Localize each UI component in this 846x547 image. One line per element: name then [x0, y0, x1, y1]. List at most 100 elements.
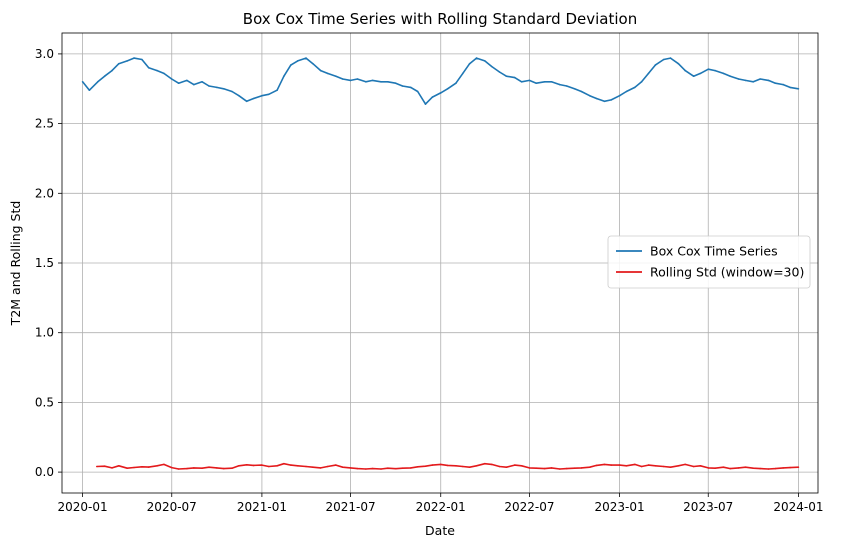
data-point [565, 467, 568, 470]
data-point [103, 75, 106, 77]
data-point [565, 85, 568, 87]
data-point [371, 467, 374, 470]
y-tick-label: 1.5 [35, 256, 54, 270]
data-point [216, 86, 218, 89]
data-point [335, 464, 337, 466]
data-point [193, 83, 195, 86]
data-point [490, 65, 493, 68]
data-point [782, 83, 784, 86]
data-point [238, 465, 240, 467]
data-point [380, 81, 382, 83]
data-point [268, 465, 270, 468]
data-point [431, 96, 434, 98]
data-point [177, 82, 180, 84]
data-point [335, 75, 337, 77]
data-point [462, 465, 464, 468]
data-point [625, 465, 628, 467]
data-point [133, 57, 135, 59]
data-point [573, 467, 576, 470]
data-point [722, 72, 725, 75]
data-point [669, 57, 672, 59]
data-point [603, 100, 606, 103]
data-point [484, 60, 486, 62]
data-point [103, 465, 106, 468]
y-tick-label: 2.5 [35, 117, 54, 131]
chart-title: Box Cox Time Series with Rolling Standar… [243, 10, 637, 28]
data-point [640, 465, 643, 468]
x-tick-label: 2020-07 [147, 500, 197, 514]
x-tick-label: 2022-07 [504, 500, 554, 514]
data-point [588, 94, 591, 97]
data-point [193, 467, 195, 469]
y-tick-label: 3.0 [35, 47, 54, 61]
data-point [201, 81, 203, 83]
data-point [610, 464, 612, 466]
data-point [216, 467, 218, 469]
data-point [319, 69, 322, 72]
y-tick-label: 1.0 [35, 326, 54, 340]
data-point [261, 94, 263, 97]
data-point [111, 467, 113, 469]
data-point [550, 81, 553, 83]
data-point [535, 467, 538, 470]
data-point [290, 64, 292, 66]
data-point [283, 75, 285, 77]
data-point [416, 90, 419, 93]
data-point [603, 463, 606, 466]
data-point [744, 466, 747, 469]
data-point [201, 467, 203, 470]
data-point [186, 79, 188, 82]
data-point [356, 78, 359, 80]
data-point [654, 64, 657, 66]
data-point [692, 75, 695, 77]
data-point [245, 100, 248, 103]
data-point [707, 68, 710, 70]
data-point [714, 467, 716, 470]
data-point [468, 62, 471, 65]
series-layer [81, 57, 800, 470]
data-point [505, 466, 508, 469]
data-point [677, 465, 680, 467]
data-point [618, 464, 621, 466]
data-point [126, 467, 128, 470]
data-point [231, 90, 233, 93]
data-point [276, 465, 278, 467]
data-point [341, 466, 344, 469]
data-point [118, 62, 120, 65]
data-point [782, 467, 784, 469]
data-point [186, 467, 188, 470]
data-point [305, 57, 307, 59]
data-point [147, 466, 150, 468]
x-axis: 2020-01 2020-07 2021-01 2021-07 2022-01 2022-… [58, 493, 823, 514]
data-point [365, 81, 367, 83]
data-point [416, 466, 419, 468]
data-point [97, 81, 99, 83]
data-point [81, 81, 84, 83]
data-point [133, 466, 135, 469]
data-point [245, 464, 248, 466]
data-point [647, 464, 650, 466]
data-point [401, 85, 404, 87]
data-point [387, 81, 389, 83]
data-point [559, 468, 561, 470]
data-point [669, 466, 672, 469]
data-point [498, 71, 501, 73]
data-point [290, 464, 292, 466]
data-point [789, 466, 791, 469]
data-point [684, 463, 686, 466]
data-point [475, 465, 478, 467]
data-point [744, 79, 747, 82]
y-tick-label: 2.0 [35, 186, 54, 200]
data-point [177, 468, 180, 470]
data-point [797, 466, 800, 469]
data-point [737, 467, 740, 469]
data-point [654, 465, 657, 467]
x-tick-label: 2022-01 [416, 500, 466, 514]
data-point [283, 462, 285, 465]
data-point [380, 468, 382, 470]
data-point [535, 82, 538, 84]
x-tick-label: 2021-07 [326, 500, 376, 514]
data-point [326, 72, 329, 75]
data-point [513, 464, 516, 466]
data-point [662, 58, 665, 61]
